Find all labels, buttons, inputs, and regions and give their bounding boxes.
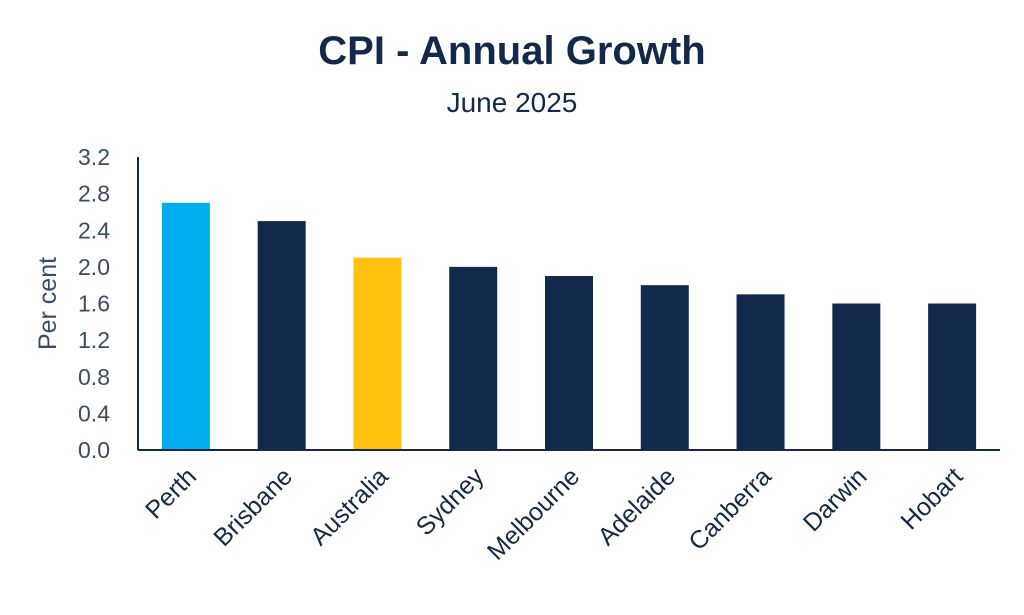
x-category-label: Melbourne <box>482 462 585 565</box>
bar-perth <box>161 202 210 450</box>
bar-darwin <box>832 303 881 450</box>
x-category-label: Adelaide <box>592 462 681 551</box>
x-category-label: Australia <box>305 462 394 551</box>
chart-title: CPI - Annual Growth <box>318 29 705 73</box>
y-tick-label: 3.2 <box>78 144 110 170</box>
y-axis-ticks: 0.0 0.4 0.8 1.2 1.6 2.0 2.4 2.8 3.2 <box>78 144 110 463</box>
y-tick-label: 2.4 <box>78 217 110 243</box>
x-category-label: Perth <box>140 462 202 524</box>
bars <box>161 202 977 450</box>
x-category-label: Canberra <box>683 462 777 556</box>
y-tick-label: 2.0 <box>78 254 110 280</box>
bar-adelaide <box>640 285 689 450</box>
bar-melbourne <box>545 276 593 450</box>
y-tick-label: 0.8 <box>78 364 110 390</box>
x-category-label: Brisbane <box>208 462 298 552</box>
x-category-label: Darwin <box>798 462 873 537</box>
bar-australia <box>353 257 402 450</box>
y-axis-label: Per cent <box>34 257 62 350</box>
chart-subtitle: June 2025 <box>447 87 578 118</box>
y-tick-label: 0.4 <box>78 400 110 426</box>
bar-hobart <box>928 303 977 450</box>
y-tick-label: 2.8 <box>78 181 110 207</box>
bar-sydney <box>449 266 498 450</box>
bar-brisbane <box>257 221 306 450</box>
y-tick-label: 1.6 <box>78 291 110 317</box>
y-tick-label: 0.0 <box>78 437 110 463</box>
x-category-label: Sydney <box>411 462 490 541</box>
x-category-label: Hobart <box>895 462 968 535</box>
y-tick-label: 1.2 <box>78 327 110 353</box>
bar-canberra <box>736 294 785 450</box>
